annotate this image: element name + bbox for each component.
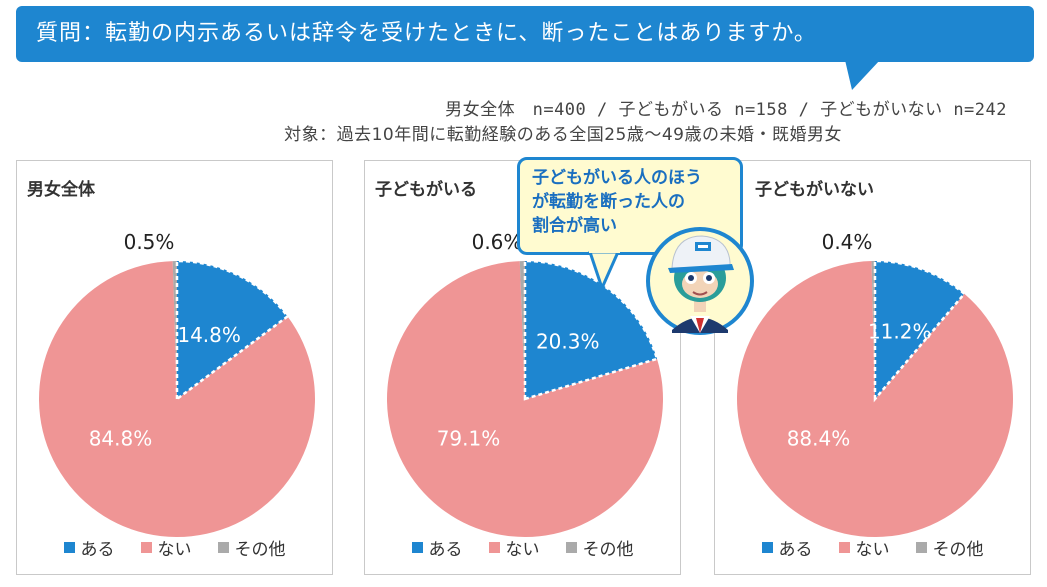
callout-line-1: 子どもがいる人のほう bbox=[532, 168, 702, 188]
legend-label: ある bbox=[428, 540, 463, 560]
legend-swatch-aru bbox=[63, 542, 75, 553]
pie-slice-nai bbox=[39, 261, 316, 537]
sample-sizes: 男女全体 n=400 / 子どもがいる n=158 / 子どもがいない n=24… bbox=[445, 100, 1007, 120]
legend-label: その他 bbox=[582, 540, 634, 560]
chart-panel-all: 男女全体 14.8% 84.8% 0.5% ある ない その他 bbox=[16, 160, 333, 575]
legend-label: ない bbox=[157, 540, 192, 560]
legend-item-aru: ある bbox=[63, 535, 115, 560]
chart-title: 子どもがいる bbox=[375, 180, 477, 200]
legend-item-aru: ある bbox=[761, 535, 813, 560]
legend-item-sonota: その他 bbox=[565, 535, 634, 560]
legend-item-nai: ない bbox=[838, 535, 890, 560]
pie-chart-without-children: 11.2% 88.4% 0.4% bbox=[737, 230, 1013, 537]
legend-swatch-nai bbox=[140, 542, 152, 553]
legend-swatch-aru bbox=[761, 542, 773, 553]
legend-swatch-aru bbox=[411, 542, 423, 553]
banner-tail bbox=[845, 60, 880, 90]
legend-label: その他 bbox=[932, 540, 984, 560]
legend-item-sonota: その他 bbox=[915, 535, 984, 560]
legend-item-aru: ある bbox=[411, 535, 463, 560]
data-label-sonota: 0.5% bbox=[124, 230, 175, 254]
data-label-aru: 20.3% bbox=[536, 329, 600, 353]
legend: ある ない その他 bbox=[365, 535, 680, 560]
question-text: 質問：転勤の内示あるいは辞令を受けたときに、断ったことはありますか。 bbox=[36, 21, 817, 46]
data-label-aru: 11.2% bbox=[868, 320, 932, 344]
legend-swatch-nai bbox=[488, 542, 500, 553]
legend-item-nai: ない bbox=[140, 535, 192, 560]
legend-swatch-sonota bbox=[915, 542, 927, 553]
callout-line-3: 割合が高い bbox=[532, 216, 617, 236]
pie-chart-with-children: 20.3% 79.1% 0.6% bbox=[387, 230, 663, 537]
data-label-aru: 14.8% bbox=[177, 323, 241, 347]
legend: ある ない その他 bbox=[17, 535, 332, 560]
legend-label: ある bbox=[778, 540, 813, 560]
data-label-sonota: 0.6% bbox=[472, 230, 523, 254]
legend-label: その他 bbox=[234, 540, 286, 560]
data-label-nai: 88.4% bbox=[787, 427, 851, 451]
pie-slice-aru bbox=[873, 259, 967, 403]
legend-label: ない bbox=[855, 540, 890, 560]
callout-bubble: 子どもがいる人のほう が転勤を断った人の 割合が高い bbox=[517, 157, 743, 255]
chart-title: 男女全体 bbox=[27, 180, 95, 200]
survey-target: 対象：過去10年間に転勤経験のある全国25歳～49歳の未婚・既婚男女 bbox=[284, 125, 842, 145]
pie-chart-all: 14.8% 84.8% 0.5% bbox=[39, 230, 316, 537]
chart-panel-without-children: 子どもがいない 11.2% 88.4% 0.4% ある ない その他 bbox=[714, 160, 1031, 575]
legend-swatch-sonota bbox=[565, 542, 577, 553]
data-label-nai: 84.8% bbox=[89, 427, 153, 451]
pie-slice-aru bbox=[175, 259, 290, 402]
chart-title: 子どもがいない bbox=[755, 180, 874, 200]
data-label-sonota: 0.4% bbox=[822, 230, 873, 254]
callout-line-2: が転勤を断った人の bbox=[532, 192, 685, 212]
pie-slice-sonota bbox=[172, 261, 177, 399]
legend-item-nai: ない bbox=[488, 535, 540, 560]
legend-label: ない bbox=[505, 540, 540, 560]
pie-slice-sonota bbox=[519, 261, 525, 399]
pie-slice-sonota bbox=[871, 261, 875, 399]
legend-label: ある bbox=[80, 540, 115, 560]
data-label-nai: 79.1% bbox=[437, 427, 501, 451]
question-banner: 質問：転勤の内示あるいは辞令を受けたときに、断ったことはありますか。 bbox=[16, 6, 1034, 62]
legend-swatch-nai bbox=[838, 542, 850, 553]
legend-swatch-sonota bbox=[217, 542, 229, 553]
legend: ある ない その他 bbox=[715, 535, 1030, 560]
legend-item-sonota: その他 bbox=[217, 535, 286, 560]
